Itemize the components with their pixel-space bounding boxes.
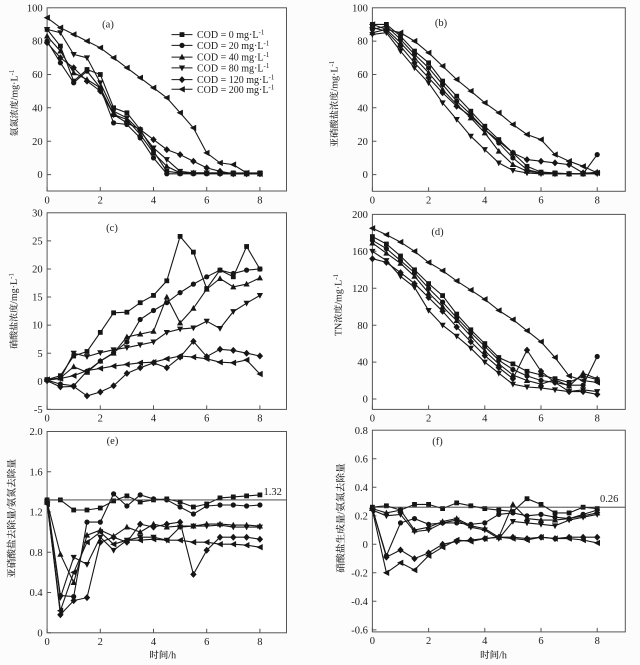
svg-text:0.4: 0.4 — [355, 483, 369, 494]
svg-text:COD = 0 mg·L-1: COD = 0 mg·L-1 — [197, 29, 265, 41]
svg-text:0: 0 — [37, 377, 42, 388]
svg-text:20: 20 — [357, 137, 368, 148]
svg-text:25: 25 — [32, 237, 43, 248]
svg-text:2: 2 — [426, 636, 431, 647]
svg-text:80: 80 — [357, 37, 368, 48]
svg-text:10: 10 — [32, 321, 43, 332]
svg-text:8: 8 — [595, 196, 600, 207]
svg-text:(b): (b) — [435, 18, 448, 29]
svg-text:60: 60 — [32, 70, 43, 81]
svg-text:6: 6 — [538, 636, 543, 647]
svg-text:(a): (a) — [102, 20, 114, 31]
svg-text:30: 30 — [32, 208, 43, 219]
svg-text:-0.4: -0.4 — [351, 597, 368, 608]
svg-text:4: 4 — [482, 196, 488, 207]
svg-text:60: 60 — [357, 70, 368, 81]
svg-text:(d): (d) — [431, 227, 444, 238]
svg-text:4: 4 — [482, 636, 488, 647]
svg-text:0.4: 0.4 — [29, 588, 43, 599]
svg-text:COD = 20 mg·L-1: COD = 20 mg·L-1 — [197, 40, 270, 52]
svg-text:40: 40 — [32, 103, 43, 114]
svg-text:0.8: 0.8 — [355, 426, 368, 437]
svg-text:-0.6: -0.6 — [351, 626, 368, 637]
svg-text:0: 0 — [363, 540, 368, 551]
svg-text:0: 0 — [370, 636, 375, 647]
svg-text:4: 4 — [482, 414, 488, 425]
svg-text:8: 8 — [595, 636, 600, 647]
svg-text:80: 80 — [32, 37, 43, 48]
svg-text:6: 6 — [204, 195, 209, 206]
svg-text:8: 8 — [257, 414, 262, 425]
svg-text:120: 120 — [352, 284, 368, 295]
svg-text:100: 100 — [352, 3, 368, 14]
svg-text:20: 20 — [32, 137, 43, 148]
svg-text:6: 6 — [204, 414, 209, 425]
svg-text:2: 2 — [426, 196, 431, 207]
svg-text:0: 0 — [44, 195, 49, 206]
svg-text:0: 0 — [37, 170, 42, 181]
svg-text:8: 8 — [257, 637, 262, 648]
svg-text:1.2: 1.2 — [29, 508, 42, 519]
svg-text:0.2: 0.2 — [355, 511, 368, 522]
svg-text:2.0: 2.0 — [29, 427, 42, 438]
svg-text:0.8: 0.8 — [29, 548, 42, 559]
svg-text:4: 4 — [151, 414, 157, 425]
svg-text:-5: -5 — [34, 405, 43, 416]
svg-text:0: 0 — [363, 395, 368, 406]
svg-text:-0.2: -0.2 — [351, 568, 368, 579]
svg-text:0: 0 — [363, 170, 368, 181]
svg-text:6: 6 — [538, 196, 543, 207]
svg-text:0: 0 — [37, 628, 42, 639]
svg-text:0: 0 — [370, 196, 375, 207]
svg-text:4: 4 — [151, 637, 157, 648]
svg-text:0: 0 — [370, 414, 375, 425]
svg-text:COD = 80 mg·L-1: COD = 80 mg·L-1 — [197, 62, 270, 74]
svg-text:COD = 200 mg·L-1: COD = 200 mg·L-1 — [197, 83, 275, 95]
svg-text:4: 4 — [151, 195, 157, 206]
svg-text:6: 6 — [204, 637, 209, 648]
svg-text:2: 2 — [98, 414, 103, 425]
svg-text:200: 200 — [352, 210, 368, 221]
svg-text:0.6: 0.6 — [355, 454, 368, 465]
svg-text:40: 40 — [357, 358, 368, 369]
svg-text:80: 80 — [357, 321, 368, 332]
svg-text:15: 15 — [32, 293, 43, 304]
svg-text:8: 8 — [595, 414, 600, 425]
svg-text:COD = 120 mg·L-1: COD = 120 mg·L-1 — [197, 74, 275, 86]
svg-text:2: 2 — [98, 195, 103, 206]
svg-text:8: 8 — [257, 195, 262, 206]
svg-text:0.26: 0.26 — [600, 494, 618, 505]
svg-text:6: 6 — [538, 414, 543, 425]
svg-text:2: 2 — [98, 637, 103, 648]
svg-text:0: 0 — [44, 637, 49, 648]
svg-text:2: 2 — [426, 414, 431, 425]
svg-text:5: 5 — [37, 349, 42, 360]
svg-text:COD = 40 mg·L-1: COD = 40 mg·L-1 — [197, 51, 270, 63]
svg-text:1.6: 1.6 — [29, 467, 42, 478]
svg-text:1.32: 1.32 — [264, 487, 282, 498]
svg-text:0: 0 — [44, 414, 49, 425]
svg-text:160: 160 — [352, 247, 368, 258]
svg-text:(f): (f) — [432, 437, 443, 448]
svg-text:(e): (e) — [107, 436, 119, 447]
svg-text:40: 40 — [357, 103, 368, 114]
svg-text:100: 100 — [27, 3, 43, 14]
svg-text:(c): (c) — [106, 223, 118, 234]
svg-text:20: 20 — [32, 265, 43, 276]
